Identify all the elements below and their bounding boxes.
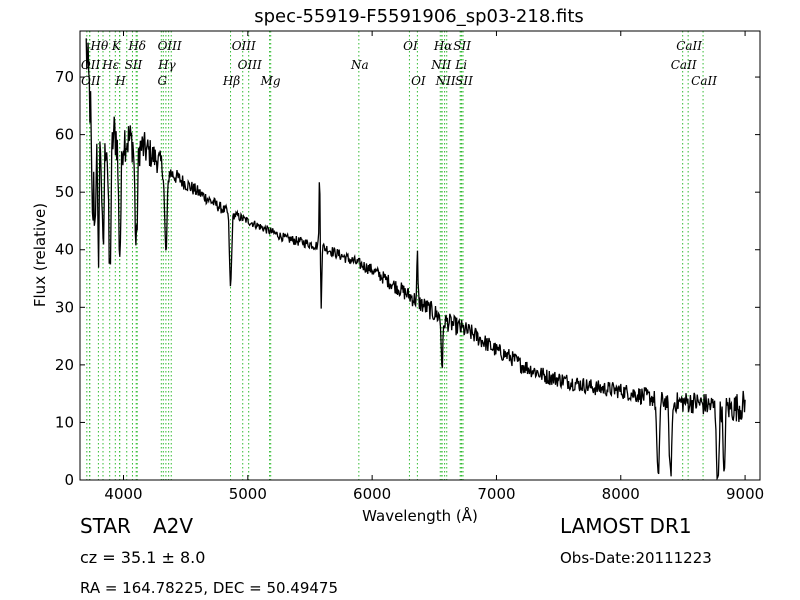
x-tick-label: 8000 xyxy=(602,485,640,503)
plot-frame xyxy=(79,30,761,481)
marker-label: Hγ xyxy=(157,58,176,72)
x-tick-label: 6000 xyxy=(353,485,391,503)
y-tick-label: 40 xyxy=(55,241,74,259)
x-tick-label: 9000 xyxy=(726,485,764,503)
marker-label: H xyxy=(114,74,126,88)
marker-label: Hβ xyxy=(222,74,240,88)
marker-label: K xyxy=(111,39,122,53)
survey-label: LAMOST DR1 xyxy=(560,514,692,538)
y-tick-label: 60 xyxy=(55,126,74,144)
class-label: STAR xyxy=(80,514,131,538)
y-axis: 0 10 20 30 40 50 60 70 xyxy=(55,68,760,489)
marker-label: G xyxy=(158,74,168,88)
marker-label: SII xyxy=(455,74,473,88)
marker-label: OI xyxy=(403,39,418,53)
x-tick-label: 5000 xyxy=(229,485,267,503)
spectrum xyxy=(85,38,746,480)
marker-label: OII xyxy=(81,74,101,88)
marker-label: Li xyxy=(454,58,467,72)
marker-label: CaII xyxy=(671,58,697,72)
y-tick-label: 30 xyxy=(55,298,74,316)
marker-label: CaII xyxy=(691,74,717,88)
marker-label: CaII xyxy=(676,39,702,53)
obs-date-label: Obs-Date:20111223 xyxy=(560,549,712,567)
y-tick-label: 50 xyxy=(55,183,74,201)
marker-label: OIII xyxy=(232,39,256,53)
marker-label: Hα xyxy=(433,39,453,53)
subclass-label: A2V xyxy=(152,514,194,538)
marker-label: NII xyxy=(430,58,451,72)
redshift-label: cz = 35.1 ± 8.0 xyxy=(80,548,206,567)
marker-label: NII xyxy=(435,74,456,88)
marker-label: Hδ xyxy=(127,39,146,53)
marker-label: Hε xyxy=(101,58,119,72)
marker-label: OII xyxy=(81,58,101,72)
x-tick-label: 7000 xyxy=(477,485,515,503)
spectrum-line xyxy=(85,38,746,480)
x-axis-label: Wavelength (Å) xyxy=(362,506,478,525)
coordinates-label: RA = 164.78225, DEC = 50.49475 xyxy=(80,579,339,597)
y-tick-label: 10 xyxy=(55,413,74,431)
marker-label: SII xyxy=(453,39,471,53)
marker-label: Na xyxy=(350,58,369,72)
marker-label: OIII xyxy=(158,39,182,53)
y-tick-label: 0 xyxy=(64,471,74,489)
marker-label: OI xyxy=(411,74,426,88)
y-tick-label: 70 xyxy=(55,68,74,86)
marker-label: Mg xyxy=(260,74,281,88)
object-class: STAR A2V xyxy=(80,514,193,538)
x-tick-label: 4000 xyxy=(104,485,142,503)
y-axis-label: Flux (relative) xyxy=(31,203,49,307)
chart-title: spec-55919-F5591906_sp03-218.fits xyxy=(254,6,584,27)
marker-label: SII xyxy=(125,58,143,72)
marker-label: Hθ xyxy=(90,39,109,53)
y-tick-label: 20 xyxy=(55,356,74,374)
x-axis: 4000 5000 6000 7000 8000 9000 xyxy=(104,31,764,503)
marker-label: OIII xyxy=(238,58,262,72)
